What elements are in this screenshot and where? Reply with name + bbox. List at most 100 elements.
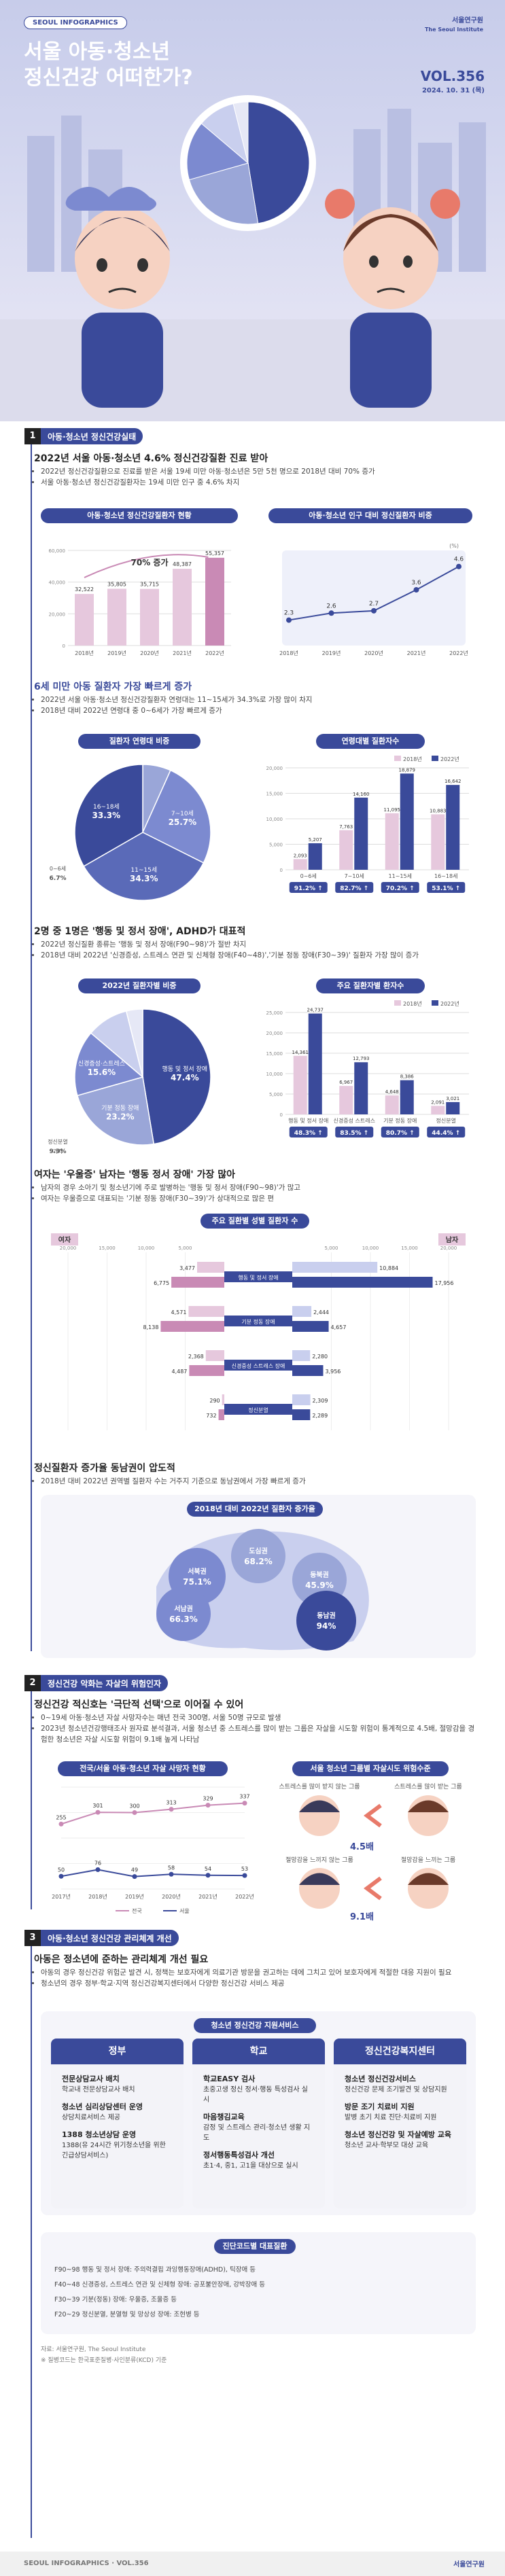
bar [292,1321,329,1332]
slice-value: 23.2% [106,1112,135,1121]
bar [446,785,460,870]
x-tick-label: 2017년 [52,1893,71,1900]
growth-badge [427,1127,466,1137]
section1-heading2: 6세 미만 아동 질환자 가장 빠르게 증가 [34,682,192,692]
bar [431,1106,445,1114]
bar-value-label: 2,091 [431,1099,445,1105]
point [328,610,334,616]
point [205,1873,211,1878]
stress-kids-icon [299,1795,449,1836]
male-header [438,1233,466,1246]
services-title: 청소년 정신건강 지원서비스 [194,2018,316,2033]
y-tick-label: 0 [63,643,65,649]
section2-number: 2 [24,1675,41,1691]
codes-title: 진단코드별 대표질환 [214,2239,296,2254]
section1-heading3: 2명 중 1명은 '행동 및 정서 장애', ADHD가 대표적 [34,926,246,937]
female-label: 여자 [58,1235,71,1244]
growth-badge [427,882,466,893]
legend-swatch [432,1000,438,1006]
section3-number: 3 [24,1930,41,1946]
x-tick-label: 2020년 [364,650,383,656]
bar [339,830,353,870]
point-label: 53 [241,1866,248,1872]
point [169,1871,174,1877]
growth-badge [381,882,419,893]
point-label: 2.3 [284,610,294,617]
slice-label: 0~6세 [50,866,66,872]
bar-value-label: 11,095 [384,807,401,813]
y-unit: (%) [449,543,459,549]
slice-value: 25.7% [169,817,197,827]
despair-risk-value: 9.1배 [350,1912,374,1922]
bar [293,1055,307,1114]
chart7-butterfly-bar: 여자 남자 5,000 5,000 10,000 10,000 15,000 15,000 20… [51,1233,466,1430]
x-tick-label: 2018년 [75,650,94,656]
bar [308,843,322,870]
bar-value-label: 14,361 [292,1050,309,1055]
slice-value: 33.3% [92,811,121,820]
brand-logo: 서울연구원 The Seoul Institute [424,17,483,33]
x-tick-label: 기분 정동 장애 [383,1117,417,1124]
axis-tick: 10,000 [362,1246,379,1251]
section3-line [31,1940,32,2538]
bar [385,1095,399,1114]
gov-services: 정부 전문상담교사 배치 학교내 전문상담교사 배치 청소년 심리상담센터 운영 상… [51,2039,184,2208]
school-services: 학교 학교EASY 검사 초중고생 정신 정서·행동 특성검사 실시 마음챙김교육… [192,2039,325,2208]
x-tick-label: 2022년 [235,1893,254,1900]
legend-label: 2018년 [403,756,422,762]
bar-value-label: 8,138 [143,1324,159,1330]
bar-value-label: 12,793 [353,1056,370,1061]
risk-comparison: 스트레스를 많이 받지 않는 그룹 스트레스를 많이 받는 그룹 4.5배 절망… [279,1784,462,1922]
bar [400,773,414,870]
growth-badge [335,882,374,893]
bar [400,1080,414,1114]
point [169,1807,174,1812]
female-header [51,1233,78,1246]
bar [171,1277,224,1288]
bar [292,1262,378,1273]
chart9-line: 255 301 300 313 329 337 전국 50 76 49 58 54 53 서울 2017년 2… [52,1786,254,1914]
point-label: 2.6 [326,603,336,610]
x-tick-label: 2019년 [322,650,341,656]
footer: SEOUL INFOGRAPHICS · VOL.356 서울연구원 [0,2552,505,2576]
point [456,563,462,569]
y-tick-label: 15,000 [266,792,283,797]
point [132,1874,137,1880]
axis-tick: 20,000 [440,1246,457,1251]
point [413,587,419,593]
region-name: 동북권 [310,1571,329,1579]
bar-value-label: 2,280 [312,1354,328,1360]
bar-value-label: 3,956 [325,1369,341,1375]
bar-value-label: 2,309 [313,1398,328,1404]
pie-slice [142,769,211,864]
section1-bullets4: 남자의 경우 소아기 및 청소년기에 주로 발병하는 '행동 및 정서 장애(F… [41,1182,300,1204]
x-tick-label: 2020년 [162,1893,181,1900]
x-tick-label: 2021년 [173,650,192,656]
angry-child-illustration [325,189,460,408]
section3-heading1: 아동은 정소년에 준하는 관리체계 개선 필요 [34,1954,209,1965]
region-name: 서남권 [174,1604,193,1613]
y-tick-label: 0 [280,868,283,873]
bar [385,813,399,870]
bar [140,588,159,646]
section1-number: 1 [24,428,41,444]
axis-tick: 15,000 [401,1246,418,1251]
growth-arrow [84,554,209,578]
bar-value-label: 5,207 [309,837,322,843]
legend-swatch [394,1000,401,1006]
slice-label: 신경증성·스트레스 [78,1059,125,1068]
region-value: 94% [317,1621,336,1631]
region-circle [156,1587,211,1641]
chart6-title: 주요 질환자별 환자수 [316,978,425,993]
slice-value: 34.3% [130,874,158,883]
section2-heading1: 정신건강 적신호는 '극단적 선택'으로 이어질 수 있어 [34,1699,244,1710]
chart1-title: 아동·청소년 정신건강질환자 현황 [41,508,238,523]
chart7-title: 주요 질환별 성별 질환자 수 [201,1214,309,1229]
stress-risk-value: 4.5배 [350,1842,374,1852]
x-tick-label: 2021년 [407,650,426,656]
x-tick-label: 11~15세 [389,873,412,879]
growth-badge [335,1127,374,1137]
x-tick-label: 신경증성 스트레스 [334,1117,375,1124]
bar-value-label: 10,884 [379,1265,398,1271]
bar-value-label: 48,387 [173,561,192,567]
